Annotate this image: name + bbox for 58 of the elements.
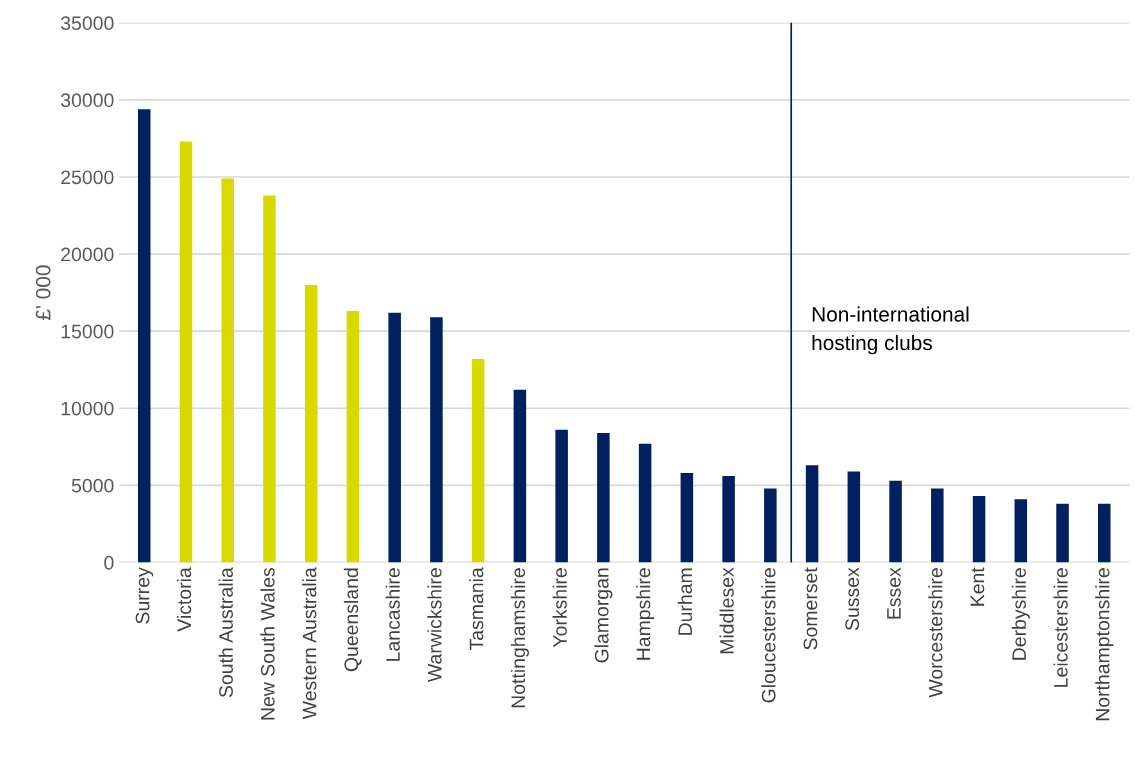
- x-tick-label: Middlesex: [719, 567, 734, 654]
- x-tick-label: Victoria: [176, 567, 192, 632]
- x-tick-label: Gloucestershire: [761, 568, 776, 703]
- y-tick-label: 30000: [60, 93, 114, 108]
- y-tick-label: 15000: [61, 324, 114, 339]
- y-tick-label: 0: [104, 555, 114, 570]
- y-tick-label: 20000: [61, 247, 114, 262]
- x-tick-label: Hampshire: [636, 568, 655, 660]
- bar: [304, 284, 318, 563]
- bar: [805, 465, 819, 563]
- x-tick-label: Essex: [887, 567, 901, 619]
- bar: [680, 472, 694, 563]
- bar: [931, 488, 944, 563]
- bar: [1014, 499, 1028, 563]
- x-tick-label: Tasmania: [469, 567, 484, 651]
- y-tick-label: 10000: [61, 401, 114, 416]
- x-tick-label: Lancashire: [385, 568, 400, 661]
- bar: [263, 195, 276, 563]
- x-tick-label: Derbyshire: [1011, 568, 1030, 660]
- x-tick-label: South Australia: [218, 567, 233, 698]
- bar: [847, 471, 861, 563]
- bar: [471, 358, 485, 563]
- bar: [179, 141, 193, 563]
- x-tick-label: Warwickshire: [427, 568, 442, 683]
- x-tick-label: Somerset: [803, 567, 818, 650]
- y-axis-title: £' 000: [35, 265, 51, 321]
- x-tick-label: Sussex: [845, 567, 860, 631]
- y-tick-label: 25000: [61, 170, 114, 185]
- x-tick-label: Worcestershire: [928, 568, 943, 698]
- bar: [764, 488, 777, 563]
- bar: [1056, 503, 1069, 563]
- bar: [972, 496, 986, 563]
- x-tick-label: Kent: [970, 567, 985, 606]
- bar: [1098, 503, 1111, 563]
- x-tick-label: Durham: [677, 568, 693, 635]
- bar: [513, 389, 527, 563]
- bar: [346, 311, 360, 563]
- x-tick-label: Glamorgan: [594, 568, 613, 663]
- bar: [638, 443, 652, 563]
- x-tick-label: Surrey: [135, 567, 154, 624]
- x-tick-label: Leicestershire: [1053, 568, 1068, 687]
- y-tick-label: 35000: [60, 16, 114, 31]
- x-tick-label: Queensland: [343, 568, 362, 672]
- bar: [597, 432, 610, 563]
- bar: [388, 312, 401, 563]
- x-tick-label: Northamptonshire: [1095, 568, 1114, 721]
- bar: [221, 178, 234, 563]
- annotation: Non-international hosting clubs: [812, 306, 969, 355]
- bar: [137, 109, 151, 563]
- bar: [555, 429, 568, 563]
- bar: [722, 476, 735, 563]
- bar: [430, 317, 443, 563]
- x-tick-label: New South Wales: [260, 567, 275, 720]
- x-tick-label: Nottinghamshire: [510, 568, 529, 708]
- bar: [889, 480, 902, 563]
- x-tick-label: Western Australia: [302, 567, 317, 720]
- x-tick-label: Yorkshire: [552, 568, 567, 648]
- y-tick-label: 5000: [71, 478, 114, 493]
